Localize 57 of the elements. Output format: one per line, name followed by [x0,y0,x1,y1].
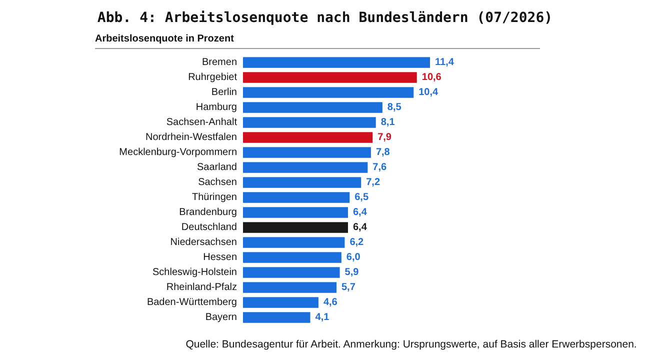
data-label: 6,4 [352,222,368,233]
bar [243,177,362,188]
bar [243,282,336,293]
data-label: 7,9 [378,132,392,143]
data-label: 5,9 [344,267,360,278]
data-label: 6,0 [346,252,361,263]
y-tick-label: Mecklenburg-Vorpommern [119,147,237,158]
bar [243,162,368,173]
bar [243,207,348,218]
bar [243,57,430,68]
data-label: 10,6 [422,72,442,83]
bar [243,267,340,278]
y-tick-label: Baden-Württemberg [146,297,237,308]
bar [243,237,345,248]
chart-title: Abb. 4: Arbeitslosenquote nach Bundesländern (07/2026) [97,10,553,26]
bar [243,132,373,143]
data-label: 10,4 [418,87,438,98]
y-tick-label: Rheinland-Pfalz [166,282,237,293]
bar [243,147,371,158]
data-label: 7,8 [376,147,390,158]
bar [243,72,417,83]
data-label: 6,2 [350,237,364,248]
bar [243,87,414,98]
y-tick-label: Bremen [202,57,237,68]
bar [243,192,350,203]
bar [243,102,382,113]
data-label: 8,5 [387,102,402,113]
data-label: 11,4 [435,57,454,68]
y-tick-label: Nordrhein-Westfalen [145,132,237,143]
y-tick-label: Schleswig-Holstein [152,267,237,278]
bar [243,312,310,323]
bar [243,297,318,308]
y-tick-label: Thüringen [192,192,237,203]
y-tick-label: Sachsen [198,177,237,188]
data-label: 6,4 [352,207,368,218]
data-label: 7,2 [366,177,380,188]
y-tick-label: Deutschland [181,222,237,233]
bar [243,117,376,128]
y-tick-label: Sachsen-Anhalt [166,117,238,128]
y-tick-label: Hessen [203,252,237,263]
data-label: 6,5 [354,192,369,203]
bar [243,252,342,263]
y-tick-label: Bayern [205,312,237,323]
data-label: 4,6 [323,297,338,308]
y-tick-label: Berlin [211,87,237,98]
y-tick-label: Ruhrgebiet [188,72,238,83]
data-label: 4,1 [315,312,330,323]
y-tick-label: Brandenburg [179,207,237,218]
chart-subtitle: Arbeitslosenquote in Prozent [95,34,235,44]
y-tick-label: Niedersachsen [170,237,237,248]
source-note: Quelle: Bundesagentur für Arbeit. Anmerkung: Ursprungswerte, auf Basis aller Erwerbspersonen. [186,338,637,350]
y-tick-label: Saarland [196,162,237,173]
y-tick-label: Hamburg [196,102,237,113]
data-label: 8,1 [380,117,396,128]
data-label: 5,7 [342,282,356,293]
data-label: 7,6 [372,162,388,173]
bar [243,222,348,233]
